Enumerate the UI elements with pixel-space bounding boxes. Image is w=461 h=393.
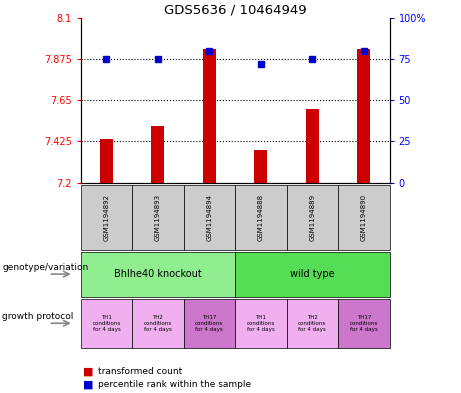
Text: TH1
conditions
for 4 days: TH1 conditions for 4 days [92,315,120,332]
Bar [203,49,216,183]
Text: ■: ■ [83,379,94,389]
Text: GSM1194893: GSM1194893 [155,194,161,241]
Bar [100,139,113,183]
Text: Bhlhe40 knockout: Bhlhe40 knockout [114,269,202,279]
Bar [254,150,267,183]
Text: TH2
conditions
for 4 days: TH2 conditions for 4 days [144,315,172,332]
Title: GDS5636 / 10464949: GDS5636 / 10464949 [164,4,307,17]
Text: GSM1194892: GSM1194892 [103,194,109,241]
Text: GSM1194890: GSM1194890 [361,194,367,241]
Text: GSM1194889: GSM1194889 [309,194,315,241]
Text: percentile rank within the sample: percentile rank within the sample [98,380,251,389]
Text: TH17
conditions
for 4 days: TH17 conditions for 4 days [195,315,224,332]
Bar [357,49,370,183]
Text: transformed count: transformed count [98,367,183,376]
Text: TH1
conditions
for 4 days: TH1 conditions for 4 days [247,315,275,332]
Text: wild type: wild type [290,269,335,279]
Text: genotype/variation: genotype/variation [2,263,89,272]
Text: GSM1194894: GSM1194894 [207,194,213,241]
Text: GSM1194888: GSM1194888 [258,194,264,241]
Bar [306,109,319,183]
Text: ■: ■ [83,366,94,376]
Bar [152,126,164,183]
Text: growth protocol: growth protocol [2,312,74,321]
Text: TH2
conditions
for 4 days: TH2 conditions for 4 days [298,315,326,332]
Text: TH17
conditions
for 4 days: TH17 conditions for 4 days [350,315,378,332]
